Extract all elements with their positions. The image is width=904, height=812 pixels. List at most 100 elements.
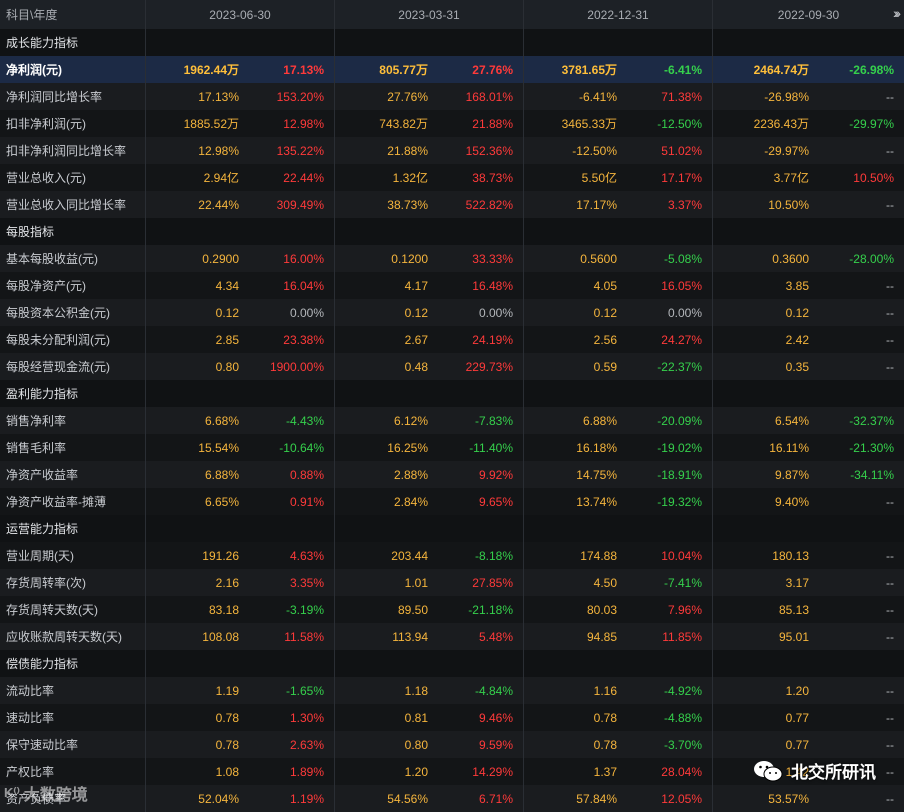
table-row[interactable]: 存货周转天数(天) 83.18 -3.19% 89.50 -21.18% 80.03 7.9… (0, 596, 904, 623)
table-row[interactable]: 存货周转率(次) 2.16 3.35% 1.01 27.85% 4.50 -7.41% 3.1… (0, 569, 904, 596)
cell-value: 1885.52万 (183, 117, 239, 131)
watermark-left: K⁽⁾ 大数跨境 (4, 781, 88, 805)
header-col-1[interactable]: 2023-06-30 (146, 0, 335, 29)
table-row[interactable]: 资产负债率 52.04% 1.19% 54.56% 6.71% 57.84% 12.05% 5… (0, 785, 904, 812)
cell-value: 6.54% (774, 413, 809, 428)
cell-value: 1.32亿 (392, 171, 428, 185)
value-cell: -6.41% 71.38% (524, 83, 713, 110)
cell-value: 17.13% (198, 89, 239, 104)
table-row[interactable]: 产权比率 1.08 1.89% 1.20 14.29% 1.37 28.04% 1.42 -- (0, 758, 904, 785)
value-cell: 9.40% -- (713, 488, 904, 515)
value-cell: 27.76% 168.01% (335, 83, 524, 110)
section-row[interactable]: 运营能力指标 (0, 515, 904, 542)
value-cell: 0.12 0.00% (524, 299, 713, 326)
cell-change: -- (886, 683, 894, 698)
section-row[interactable]: 盈利能力指标 (0, 380, 904, 407)
value-cell: 6.88% -20.09% (524, 407, 713, 434)
value-cell (713, 29, 904, 56)
cell-value: 1.20 (404, 764, 428, 779)
header-col-3[interactable]: 2022-12-31 (524, 0, 713, 29)
section-row[interactable]: 成长能力指标 (0, 29, 904, 56)
table-row[interactable]: 应收账款周转天数(天) 108.08 11.58% 113.94 5.48% 94.85 1… (0, 623, 904, 650)
cell-value: -12.50% (572, 143, 617, 158)
value-cell: 4.50 -7.41% (524, 569, 713, 596)
value-cell: 0.77 -- (713, 731, 904, 758)
value-cell: 17.17% 3.37% (524, 191, 713, 218)
table-row[interactable]: 保守速动比率 0.78 2.63% 0.80 9.59% 0.78 -3.70% 0.77 -- (0, 731, 904, 758)
value-cell: 0.48 229.73% (335, 353, 524, 380)
value-cell: 0.35 -- (713, 353, 904, 380)
cell-value: 1.20 (785, 683, 809, 698)
row-label: 净资产收益率-摊薄 (0, 488, 146, 515)
cell-value: 0.35 (785, 359, 809, 374)
cell-value: 0.1200 (391, 251, 428, 266)
value-cell: 53.57% -- (713, 785, 904, 812)
table-row[interactable]: 净资产收益率-摊薄 6.65% 0.91% 2.84% 9.65% 13.74% -19.3… (0, 488, 904, 515)
cell-change: -19.32% (657, 494, 702, 509)
table-row[interactable]: 流动比率 1.19 -1.65% 1.18 -4.84% 1.16 -4.92% 1.20 -- (0, 677, 904, 704)
cell-value: 0.80 (404, 737, 428, 752)
table-row[interactable]: 营业周期(天) 191.26 4.63% 203.44 -8.18% 174.88 10.0… (0, 542, 904, 569)
header-col-4[interactable]: 2022-09-30 (777, 7, 840, 22)
cell-value: 0.81 (404, 710, 428, 725)
cell-value: 180.13 (772, 548, 809, 563)
value-cell (713, 218, 904, 245)
cell-change: 24.27% (661, 332, 702, 347)
row-label: 存货周转天数(天) (0, 596, 146, 623)
value-cell: 805.77万 27.76% (335, 56, 524, 83)
value-cell: 0.2900 16.00% (146, 245, 335, 272)
cell-value: 95.01 (778, 629, 809, 644)
table-row[interactable]: 扣非净利润同比增长率 12.98% 135.22% 21.88% 152.36% -12.… (0, 137, 904, 164)
section-row[interactable]: 每股指标 (0, 218, 904, 245)
cell-value: 174.88 (580, 548, 617, 563)
cell-value: 743.82万 (379, 117, 428, 131)
cell-change: 14.29% (472, 764, 513, 779)
table-row[interactable]: 净资产收益率 6.88% 0.88% 2.88% 9.92% 14.75% -18.91% 9… (0, 461, 904, 488)
table-row[interactable]: 每股经营现金流(元) 0.80 1900.00% 0.48 229.73% 0.59 -22… (0, 353, 904, 380)
double-chevron-right-icon[interactable]: ››› (893, 5, 901, 21)
cell-value: 4.05 (593, 278, 617, 293)
cell-value: 0.5600 (580, 251, 617, 266)
table-row[interactable]: 净利润同比增长率 17.13% 153.20% 27.76% 168.01% -6.41%… (0, 83, 904, 110)
value-cell: 2.94亿 22.44% (146, 164, 335, 191)
table-row[interactable]: 营业总收入(元) 2.94亿 22.44% 1.32亿 38.73% 5.50亿 17.17… (0, 164, 904, 191)
cell-change: 0.00% (478, 305, 513, 320)
cell-value: 0.2900 (202, 251, 239, 266)
value-cell: 52.04% 1.19% (146, 785, 335, 812)
table-row[interactable]: 每股净资产(元) 4.34 16.04% 4.17 16.48% 4.05 16.05% 3.… (0, 272, 904, 299)
section-row[interactable]: 偿债能力指标 (0, 650, 904, 677)
value-cell: 94.85 11.85% (524, 623, 713, 650)
cell-value: 6.88% (204, 467, 239, 482)
table-header: 科目\年度 2023-06-30 2023-03-31 2022-12-31 2… (0, 0, 904, 30)
row-label: 偿债能力指标 (0, 650, 146, 677)
header-col-2[interactable]: 2023-03-31 (335, 0, 524, 29)
cell-change: -1.65% (285, 683, 324, 698)
value-cell: 0.12 0.00% (335, 299, 524, 326)
table-row[interactable]: 扣非净利润(元) 1885.52万 12.98% 743.82万 21.88% 3465.… (0, 110, 904, 137)
table-row[interactable]: 营业总收入同比增长率 22.44% 309.49% 38.73% 522.82% 17.1… (0, 191, 904, 218)
value-cell: 17.13% 153.20% (146, 83, 335, 110)
table-row[interactable]: 速动比率 0.78 1.30% 0.81 9.46% 0.78 -4.88% 0.77 -- (0, 704, 904, 731)
cell-change: -- (886, 494, 894, 509)
value-cell (146, 650, 335, 677)
table-row[interactable]: 每股未分配利润(元) 2.85 23.38% 2.67 24.19% 2.56 24.27%… (0, 326, 904, 353)
cell-change: 16.04% (283, 278, 324, 293)
row-label: 每股净资产(元) (0, 272, 146, 299)
table-row[interactable]: 基本每股收益(元) 0.2900 16.00% 0.1200 33.33% 0.5600 -… (0, 245, 904, 272)
table-row[interactable]: 净利润(元) 1962.44万 17.13% 805.77万 27.76% 3781.65… (0, 56, 904, 83)
cell-value: 6.68% (204, 413, 239, 428)
cell-value: 2.84% (393, 494, 428, 509)
value-cell (146, 515, 335, 542)
value-cell (146, 380, 335, 407)
cell-change: 1.89% (289, 764, 324, 779)
table-row[interactable]: 销售毛利率 15.54% -10.64% 16.25% -11.40% 16.18% -19… (0, 434, 904, 461)
cell-change: 153.20% (276, 89, 324, 104)
row-label: 流动比率 (0, 677, 146, 704)
table-row[interactable]: 销售净利率 6.68% -4.43% 6.12% -7.83% 6.88% -20.09% 6… (0, 407, 904, 434)
table-row[interactable]: 每股资本公积金(元) 0.12 0.00% 0.12 0.00% 0.12 0.00% 0.1… (0, 299, 904, 326)
value-cell: 108.08 11.58% (146, 623, 335, 650)
cell-change: 16.48% (472, 278, 513, 293)
value-cell: 9.87% -34.11% (713, 461, 904, 488)
cell-change: -10.64% (279, 440, 324, 455)
row-label: 盈利能力指标 (0, 380, 146, 407)
